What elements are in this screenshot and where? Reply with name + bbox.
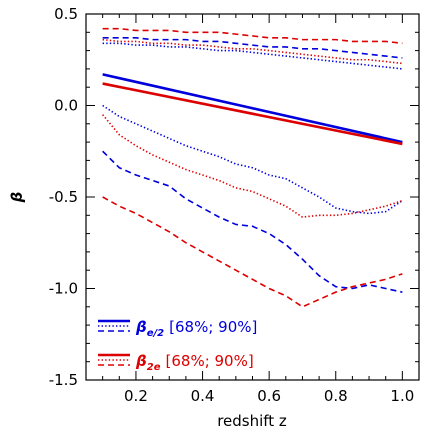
y-axis-title: β: [8, 192, 26, 204]
series-line-0-0-solid: [102, 73, 403, 144]
y-tick-label: 0.5: [54, 5, 78, 23]
y-tick-label: -1.5: [49, 371, 78, 389]
y-tick-label: -1.0: [49, 280, 78, 298]
legend-subscript: e/2: [147, 328, 164, 339]
x-tick-label: 0.4: [191, 387, 215, 405]
ticks-layer: 0.2 0.4 0.6 0.8 1.0 -1.5 -1.0 -0.5 0.0 0.5: [49, 5, 419, 405]
legend: βe/2 [68%; 90%]β2e [68%; 90%]: [98, 318, 257, 373]
series-line-0-1-dashed: [102, 36, 403, 59]
series-line-1-0-solid: [102, 82, 403, 146]
legend-symbol: β: [135, 318, 147, 336]
series-line-1-2-dotted: [102, 38, 403, 65]
x-tick-label: 0.8: [324, 387, 348, 405]
legend-label: βe/2 [68%; 90%]: [135, 318, 257, 339]
series-line-0-2-dotted: [102, 42, 403, 70]
legend-range-text: [68%; 90%]: [166, 352, 254, 370]
x-tick-label: 1.0: [390, 387, 414, 405]
series-line-1-4-dashed: [102, 196, 403, 308]
series-line-1-3-dotted: [102, 114, 403, 218]
series-layer: [102, 27, 403, 308]
legend-label: β2e [68%; 90%]: [135, 352, 254, 373]
x-tick-label: 0.6: [257, 387, 281, 405]
legend-symbol: β: [135, 352, 147, 370]
series-line-1-1-dashed: [102, 27, 403, 45]
series-line-0-4-dashed: [102, 150, 403, 293]
x-axis-title: redshift z: [217, 412, 287, 430]
x-tick-label: 0.2: [124, 387, 148, 405]
y-tick-label: -0.5: [49, 188, 78, 206]
legend-range-text: [68%; 90%]: [169, 318, 257, 336]
legend-subscript: 2e: [147, 362, 161, 373]
y-tick-label: 0.0: [54, 97, 78, 115]
series-line-0-3-dotted: [102, 104, 403, 215]
